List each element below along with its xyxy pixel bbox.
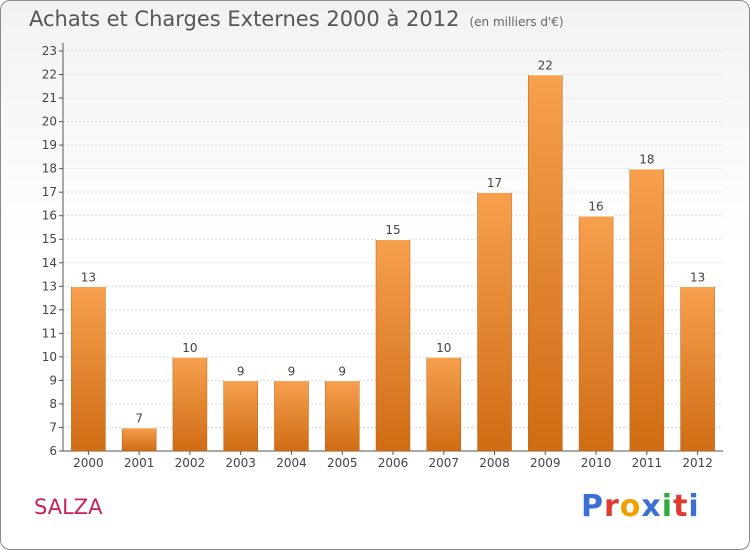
x-tick-label: 2001 xyxy=(124,456,155,470)
y-tick-label: 6 xyxy=(49,444,57,458)
bar xyxy=(477,191,512,452)
data-label: 7 xyxy=(135,411,143,425)
logo-letter: t xyxy=(673,489,689,524)
bar xyxy=(375,238,411,452)
data-label: 9 xyxy=(237,364,245,378)
y-tick-label: 11 xyxy=(42,326,57,340)
y-tick-label: 15 xyxy=(42,232,57,246)
x-tick-label: 2002 xyxy=(175,456,206,470)
bar xyxy=(578,215,614,452)
data-label: 22 xyxy=(538,59,553,73)
proxiti-logo: Proxiti xyxy=(581,489,700,524)
chart-title-block: Achats et Charges Externes 2000 à 2012 (e… xyxy=(29,7,564,31)
bars xyxy=(71,73,715,452)
x-tick-label: 2012 xyxy=(682,456,713,470)
y-tick-label: 18 xyxy=(42,162,57,176)
y-tick-label: 22 xyxy=(42,68,57,82)
bar xyxy=(71,286,106,452)
x-tick-label: 2005 xyxy=(327,456,358,470)
y-tick-label: 17 xyxy=(42,185,57,199)
data-label: 10 xyxy=(436,341,451,355)
y-tick-label: 23 xyxy=(42,44,57,58)
bar xyxy=(680,286,715,452)
bar xyxy=(172,356,208,452)
bar xyxy=(426,356,462,452)
data-label: 10 xyxy=(182,341,197,355)
y-tick-label: 8 xyxy=(49,397,57,411)
logo-letter: i xyxy=(688,489,700,524)
y-tick-label: 19 xyxy=(42,138,57,152)
logo-letter: o xyxy=(619,489,642,524)
data-label: 9 xyxy=(338,364,346,378)
bar xyxy=(629,168,665,452)
x-tick-label: 2011 xyxy=(632,456,663,470)
data-label: 9 xyxy=(288,364,296,378)
y-tick-label: 13 xyxy=(42,279,57,293)
data-labels: 13 7 10 9 9 9 15 10 17 22 16 18 13 xyxy=(81,59,706,426)
bar xyxy=(223,380,258,452)
logo-letter: x xyxy=(641,489,662,524)
town-name: SALZA xyxy=(34,495,103,519)
y-tick-label: 20 xyxy=(42,115,57,129)
axes: 6 7 8 9 10 11 12 13 14 15 16 17 18 19 20 21 22 23 2000 2001… xyxy=(42,43,723,470)
bar xyxy=(528,74,563,452)
y-tick-label: 9 xyxy=(49,373,57,387)
x-tick-label: 2006 xyxy=(378,456,409,470)
bar xyxy=(324,380,360,452)
logo-letter: r xyxy=(604,489,620,524)
data-label: 13 xyxy=(690,270,705,284)
x-tick-label: 2008 xyxy=(479,456,510,470)
logo-letter: P xyxy=(581,489,604,524)
y-tick-label: 16 xyxy=(42,209,57,223)
y-tick-label: 12 xyxy=(42,303,57,317)
x-tick-label: 2007 xyxy=(428,456,459,470)
logo-letter: i xyxy=(661,489,674,524)
data-label: 17 xyxy=(487,176,502,190)
x-tick-label: 2009 xyxy=(530,456,561,470)
data-label: 16 xyxy=(588,200,603,214)
x-tick-label: 2010 xyxy=(581,456,612,470)
x-tick-label: 2000 xyxy=(73,456,104,470)
x-tick-label: 2003 xyxy=(225,456,256,470)
y-tick-label: 10 xyxy=(42,350,57,364)
data-label: 15 xyxy=(385,223,400,237)
y-tick-label: 21 xyxy=(42,91,57,105)
x-tick-label: 2004 xyxy=(276,456,307,470)
chart-subtitle: (en milliers d'€) xyxy=(469,15,564,29)
y-tick-label: 14 xyxy=(42,256,57,270)
y-tick-label: 7 xyxy=(49,420,57,434)
data-label: 13 xyxy=(81,270,96,284)
chart-title: Achats et Charges Externes 2000 à 2012 xyxy=(29,7,460,31)
data-label: 18 xyxy=(639,153,654,167)
bar xyxy=(121,427,157,452)
bar xyxy=(274,380,309,452)
